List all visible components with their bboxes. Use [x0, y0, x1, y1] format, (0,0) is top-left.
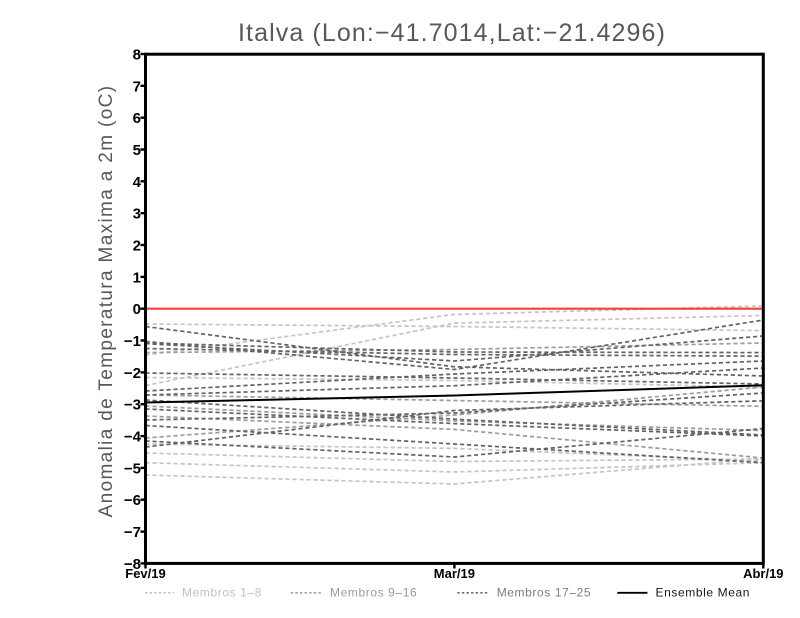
svg-text:−5: −5	[124, 460, 141, 477]
svg-text:−4: −4	[124, 429, 142, 446]
svg-text:−1: −1	[124, 333, 141, 350]
svg-text:Mar/19: Mar/19	[434, 566, 475, 581]
svg-text:Italva (Lon:−41.7014,Lat:−21.4: Italva (Lon:−41.7014,Lat:−21.4296)	[238, 19, 666, 47]
svg-text:0: 0	[133, 301, 141, 318]
svg-text:5: 5	[133, 142, 141, 159]
svg-text:Membros 9–16: Membros 9–16	[330, 586, 417, 600]
svg-text:1: 1	[133, 269, 141, 286]
svg-text:−8: −8	[124, 556, 141, 573]
svg-text:−6: −6	[124, 492, 141, 509]
svg-text:Abr/19: Abr/19	[743, 566, 783, 581]
svg-text:Ensemble Mean: Ensemble Mean	[656, 586, 751, 600]
svg-text:Membros 17–25: Membros 17–25	[497, 586, 592, 600]
svg-text:4: 4	[133, 174, 142, 191]
svg-text:−3: −3	[124, 397, 141, 414]
svg-text:Membros 1–8: Membros 1–8	[182, 586, 262, 600]
svg-text:Fev/19: Fev/19	[125, 566, 165, 581]
svg-text:Anomalia de Temperatura Maxima: Anomalia de Temperatura Maxima a 2m (oC)	[96, 85, 117, 518]
svg-text:8: 8	[133, 47, 141, 64]
svg-text:2: 2	[133, 238, 141, 255]
svg-text:−7: −7	[124, 524, 141, 541]
svg-text:3: 3	[133, 206, 141, 223]
svg-text:6: 6	[133, 110, 141, 127]
svg-text:7: 7	[133, 78, 141, 95]
svg-text:−2: −2	[124, 365, 141, 382]
